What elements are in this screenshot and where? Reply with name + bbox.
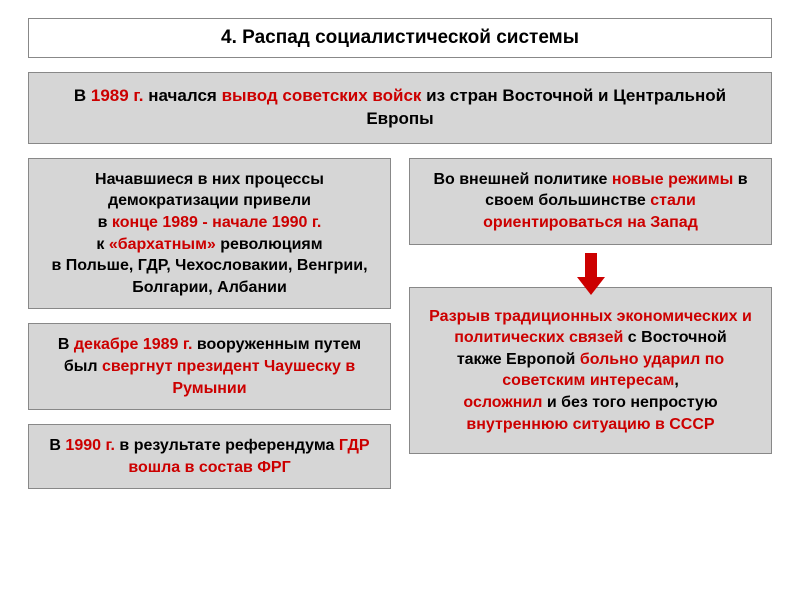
highlight: внутреннюю ситуацию в СССР [466, 416, 714, 433]
text: В [49, 437, 65, 454]
arrow-down [409, 253, 772, 279]
line: осложнил и без того непростую внутреннюю… [424, 392, 757, 435]
text: в результате референдума [115, 437, 339, 454]
line: В 1990 г. в результате референдума ГДР [41, 435, 378, 457]
text: В [74, 86, 91, 105]
text: к [96, 236, 108, 253]
highlight: конце 1989 - начале 1990 г. [112, 214, 321, 231]
columns: Начавшиеся в них процессы демократизации… [28, 158, 772, 504]
arrow-down-icon [585, 253, 597, 279]
text: в Польше, ГДР, Чехословакии, Венгрии, Бо… [41, 255, 378, 298]
left-column: Начавшиеся в них процессы демократизации… [28, 158, 391, 504]
text: Начавшиеся в них процессы демократизации… [41, 169, 378, 212]
text: в [98, 214, 112, 231]
text: начался [144, 86, 222, 105]
text: также Европой [457, 351, 580, 368]
left-box-3: В 1990 г. в результате референдума ГДР в… [28, 424, 391, 489]
highlight: 1990 г. [65, 437, 115, 454]
highlight: ГДР [339, 437, 370, 454]
right-box-1: Во внешней политике новые режимы в своем… [409, 158, 772, 245]
slide-title: 4. Распад социалистической системы [28, 18, 772, 58]
text: из стран Восточной и Центральной Европы [366, 86, 726, 128]
text: Во внешней политике [433, 171, 611, 188]
highlight: свергнут президент Чаушеску в Румынии [102, 358, 355, 397]
year-highlight: 1989 г. [91, 86, 144, 105]
highlight: новые режимы [612, 171, 733, 188]
text: революциям [216, 236, 323, 253]
highlight: осложнил [463, 394, 542, 411]
text: и без того непростую [542, 394, 717, 411]
text: В [58, 336, 74, 353]
line: Разрыв традиционных экономических и поли… [424, 306, 757, 349]
text: , [674, 372, 678, 389]
line: также Европой больно ударил по советским… [424, 349, 757, 392]
title-text: 4. Распад социалистической системы [221, 27, 579, 48]
right-box-2: Разрыв традиционных экономических и поли… [409, 287, 772, 455]
line: к «бархатным» революциям [41, 234, 378, 256]
text: с Восточной [623, 329, 726, 346]
left-box-1: Начавшиеся в них процессы демократизации… [28, 158, 391, 310]
right-column: Во внешней политике новые режимы в своем… [409, 158, 772, 504]
highlight: «бархатным» [109, 236, 216, 253]
highlight: вошла в состав ФРГ [41, 457, 378, 479]
highlight: вывод советских войск [222, 86, 422, 105]
top-box: В 1989 г. начался вывод советских войск … [28, 72, 772, 144]
line: в конце 1989 - начале 1990 г. [41, 212, 378, 234]
highlight: декабре 1989 г. [74, 336, 193, 353]
left-box-2: В декабре 1989 г. вооруженным путем был … [28, 323, 391, 410]
